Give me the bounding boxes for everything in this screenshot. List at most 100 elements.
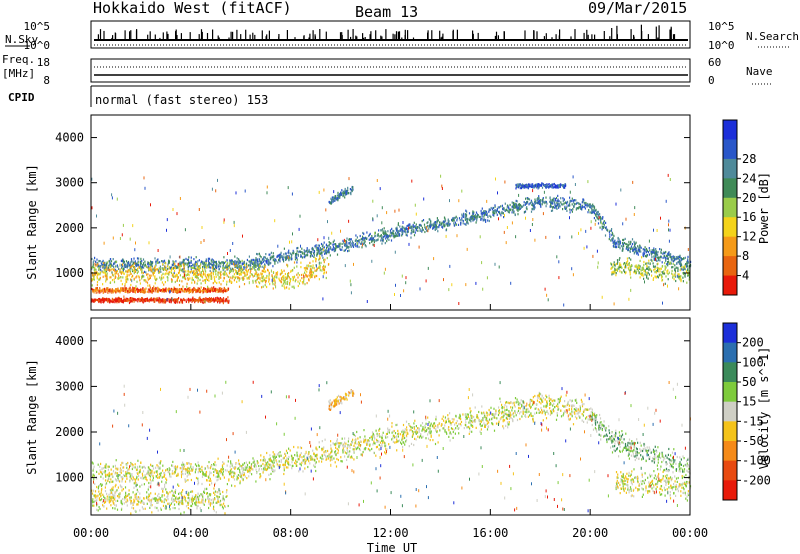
range-gate-cell (195, 268, 197, 271)
range-gate-cell (132, 286, 134, 289)
range-gate-cell (258, 259, 260, 262)
range-gate-cell (456, 234, 458, 238)
range-gate-cell (626, 261, 628, 264)
range-gate-cell (472, 218, 474, 221)
range-gate-cell (639, 244, 641, 247)
range-gate-cell (111, 193, 113, 197)
range-gate-cell (333, 239, 335, 242)
range-gate-cell (518, 208, 520, 211)
range-gate-cell (170, 299, 172, 302)
range-gate-cell (524, 184, 526, 187)
range-gate-cell (169, 290, 171, 294)
range-gate-cell (336, 196, 338, 200)
range-gate-cell (109, 261, 111, 264)
range-gate-cell (449, 199, 450, 203)
range-gate-cell (243, 267, 245, 270)
range-gate-cell (110, 299, 112, 302)
range-gate-cell (236, 272, 238, 275)
range-gate-cell (503, 216, 505, 219)
range-gate-cell (121, 266, 123, 269)
range-gate-cell (199, 266, 201, 270)
range-gate-cell (218, 276, 220, 279)
range-gate-cell (119, 263, 121, 267)
range-gate-cell (154, 270, 156, 273)
range-gate-cell (161, 290, 163, 293)
range-gate-cell (319, 264, 321, 267)
range-gate-cell (615, 242, 617, 245)
range-gate-cell (147, 261, 149, 264)
range-gate-cell (571, 200, 573, 203)
range-gate-cell (678, 287, 680, 291)
range-gate-cell (348, 219, 350, 223)
range-gate-cell (413, 225, 415, 228)
range-gate-cell (550, 201, 552, 204)
range-gate-cell (138, 261, 140, 264)
range-gate-cell (298, 227, 300, 231)
range-gate-cell (642, 267, 645, 271)
range-gate-cell (148, 241, 150, 245)
range-gate-cell (618, 267, 620, 270)
range-gate-cell (430, 224, 432, 227)
range-gate-cell (229, 261, 231, 264)
range-gate-cell (634, 265, 636, 268)
range-gate-cell (384, 267, 386, 271)
range-gate-cell (410, 236, 412, 239)
range-gate-cell (441, 187, 443, 190)
range-gate-cell (355, 234, 357, 237)
range-gate-cell (203, 301, 205, 304)
range-gate-cell (444, 219, 447, 222)
range-gate-cell (242, 271, 244, 274)
range-gate-cell (405, 231, 407, 234)
range-gate-cell (157, 270, 160, 273)
range-gate-cell (567, 204, 569, 207)
range-gate-cell (239, 261, 241, 264)
range-gate-cell (182, 290, 184, 293)
range-gate-cell (328, 249, 330, 252)
range-gate-cell (583, 202, 585, 205)
range-gate-cell (117, 272, 119, 276)
range-gate-cell (177, 262, 179, 266)
range-gate-cell (232, 270, 234, 273)
range-gate-cell (141, 265, 143, 268)
range-gate-cell (684, 268, 686, 271)
range-gate-cell (443, 216, 446, 219)
range-gate-cell (127, 269, 129, 272)
range-gate-cell (552, 197, 554, 200)
range-gate-cell (187, 263, 189, 266)
range-gate-cell (197, 269, 199, 272)
range-gate-cell (91, 299, 93, 302)
range-gate-cell (152, 274, 154, 277)
freq-label: Freq. (2, 53, 35, 66)
range-gate-cell (348, 177, 350, 181)
range-gate-cell (461, 189, 463, 193)
range-gate-cell (230, 280, 232, 283)
range-gate-cell (256, 285, 258, 288)
range-gate-cell (214, 280, 216, 283)
range-gate-cell (483, 219, 485, 222)
range-gate-cell (159, 261, 161, 264)
range-gate-cell (659, 270, 661, 273)
range-gate-cell (612, 265, 614, 268)
range-gate-cell (218, 277, 220, 280)
range-gate-cell (568, 202, 570, 205)
range-gate-cell (115, 297, 117, 300)
range-gate-cell (318, 261, 320, 265)
range-gate-cell (109, 258, 111, 261)
range-gate-cell (525, 183, 527, 187)
range-gate-cell (285, 252, 287, 255)
range-gate-cell (127, 270, 129, 274)
range-gate-cell (411, 179, 413, 183)
range-gate-cell (602, 226, 604, 229)
range-gate-cell (207, 285, 209, 288)
range-gate-cell (333, 190, 335, 194)
range-gate-cell (121, 299, 123, 302)
range-gate-cell (303, 267, 305, 270)
range-gate-cell (610, 263, 613, 266)
range-gate-cell (91, 287, 93, 291)
range-gate-cell (296, 261, 298, 264)
range-gate-cell (618, 242, 620, 245)
range-gate-cell (305, 266, 307, 269)
range-gate-cell (102, 291, 105, 294)
range-gate-cell (433, 222, 435, 226)
range-gate-cell (131, 298, 133, 301)
